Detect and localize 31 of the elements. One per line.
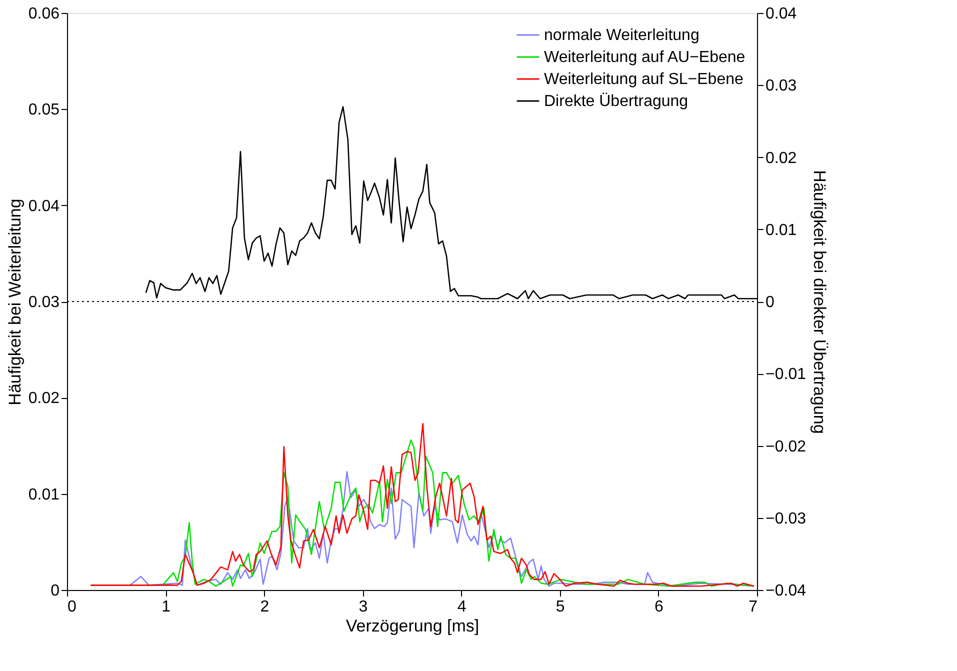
y-tick-label: 0 (50, 582, 60, 600)
y2-tick-label: 0.03 (766, 78, 797, 95)
y-tick-label: 0.05 (28, 102, 60, 119)
x-tick-label: 7 (748, 598, 758, 616)
y-tick-label: 0.01 (28, 486, 60, 504)
y2-tick-label: −0.01 (766, 366, 806, 384)
y-tick-label: 0.03 (28, 294, 60, 311)
x-tick-label: 1 (162, 598, 171, 616)
y2-tick-label: 0.04 (766, 6, 797, 22)
x-tick-label: 2 (260, 598, 270, 616)
y-tick-label: 0.02 (28, 390, 60, 408)
y2-axis-title: Häufigkeit bei direkter Übertragung (810, 170, 829, 434)
x-tick-label: 6 (654, 598, 664, 616)
x-tick-label: 5 (556, 598, 565, 616)
y-axis-title: Häufigkeit bei Weiterleitung (5, 198, 24, 406)
legend-label: Direkte Übertragung (544, 92, 688, 110)
x-tick-label: 3 (358, 598, 368, 616)
legend-label: Weiterleitung auf SL−Ebene (544, 71, 744, 88)
legend-label: normale Weiterleitung (544, 27, 700, 44)
y2-tick-label: −0.04 (766, 582, 806, 600)
y-tick-label: 0.04 (28, 198, 60, 215)
y2-tick-label: −0.02 (766, 438, 806, 456)
x-axis-title: Verzögerung [ms] (346, 616, 480, 636)
y2-tick-label: −0.03 (766, 510, 806, 528)
legend-label: Weiterleitung auf AU−Ebene (544, 49, 746, 66)
x-tick-label: 0 (68, 598, 76, 616)
y-tick-label: 0.06 (28, 6, 60, 22)
y2-tick-label: 0 (766, 294, 774, 311)
y2-tick-label: 0.02 (766, 150, 797, 167)
y2-tick-label: 0.01 (766, 222, 797, 239)
x-tick-label: 4 (457, 598, 466, 616)
